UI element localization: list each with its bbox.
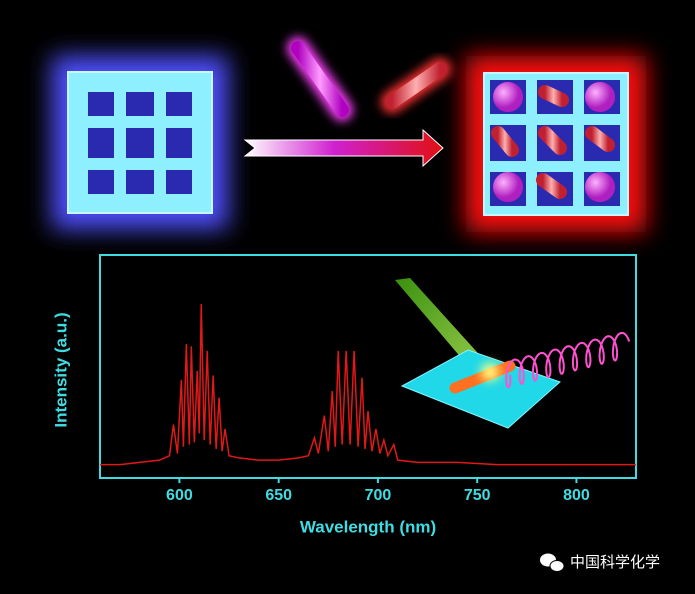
- mof-empty: [52, 56, 228, 229]
- spectrum-line: [100, 304, 636, 466]
- inset-illustration: [395, 278, 631, 429]
- mof-loaded: [466, 56, 646, 232]
- y-axis-title: Intensity (a.u.): [51, 312, 70, 427]
- watermark-icon: [540, 553, 565, 572]
- x-tick-label: 750: [464, 487, 491, 504]
- arrow: [243, 128, 444, 168]
- watermark: 中国科学化学: [570, 554, 660, 571]
- plot-frame: [99, 254, 637, 479]
- x-tick-label: 700: [365, 487, 392, 504]
- x-tick-label: 650: [265, 487, 292, 504]
- x-tick-label: 600: [166, 487, 193, 504]
- dye-rods: [287, 37, 451, 121]
- x-tick-label: 800: [563, 487, 590, 504]
- x-axis-title: Wavelength (nm): [300, 517, 436, 536]
